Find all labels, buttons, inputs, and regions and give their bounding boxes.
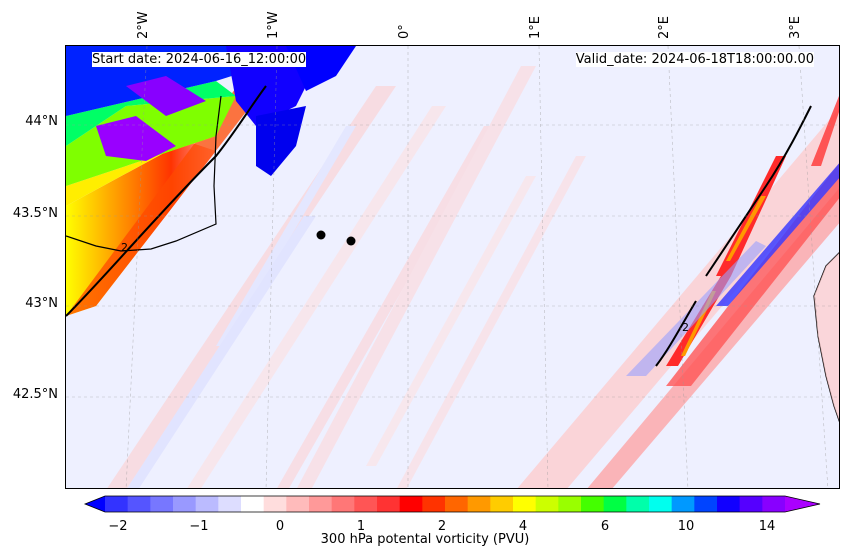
lon-label-1e: 1°E: [528, 16, 543, 39]
colorbar-cell: [626, 496, 650, 512]
colorbar-extend-max: [785, 496, 820, 512]
cbar-tick-14: 14: [758, 519, 776, 534]
colorbar-cell: [218, 496, 242, 512]
lon-label-2e: 2°E: [657, 16, 672, 39]
lat-label-44n: 44°N: [25, 114, 58, 129]
colorbar-cell: [671, 496, 695, 512]
location-marker-2: [346, 236, 356, 246]
lon-label-0: 0°: [397, 24, 412, 39]
colorbar-cell: [581, 496, 605, 512]
colorbar-title: 300 hPa potental vorticity (PVU): [320, 532, 530, 547]
pv-contour-east-2: [655, 300, 697, 367]
colorbar-cell: [490, 496, 514, 512]
colorbar-cell: [739, 496, 763, 512]
colorbar-cell: [399, 496, 423, 512]
colorbar-cell: [354, 496, 378, 512]
pv-band-east: [517, 96, 839, 488]
lat-label-42-5n: 42.5°N: [12, 387, 58, 402]
pv-contour-west: [66, 85, 267, 317]
colorbar-cell: [762, 496, 786, 512]
colorbar-cell: [558, 496, 582, 512]
cbar-tick-6: 6: [600, 519, 610, 534]
colorbar-cell: [150, 496, 174, 512]
pv-contour-east: [705, 105, 812, 277]
cbar-tick-1: 1: [356, 519, 366, 534]
colorbar-cell: [513, 496, 537, 512]
colorbar-cell: [263, 496, 287, 512]
colorbar-cell: [309, 496, 333, 512]
colorbar-cell: [535, 496, 559, 512]
contour-label-west: 2: [121, 241, 128, 254]
coastline-west: [66, 95, 222, 252]
lat-label-43-5n: 43.5°N: [12, 206, 58, 221]
colorbar-cell: [241, 496, 265, 512]
colorbar-cells: [85, 496, 820, 512]
colorbar-cell: [717, 496, 741, 512]
colorbar-cell: [195, 496, 219, 512]
valid-date-label: Valid_date: 2024-06-18T18:00:00.00: [575, 52, 814, 67]
colorbar-cell: [377, 496, 401, 512]
colorbar-cell: [286, 496, 310, 512]
pv-streaks-light: [107, 66, 586, 488]
colorbar-extend-min: [85, 496, 105, 512]
cbar-tick-2: 2: [437, 519, 447, 534]
pv-map: 2 2: [65, 45, 840, 489]
cbar-tick-10: 10: [677, 519, 695, 534]
colorbar-tick-labels: −2 −1 0 1 2 4 6 10 14: [0, 519, 850, 539]
cbar-tick-m1: −1: [189, 519, 209, 534]
colorbar-cell: [173, 496, 197, 512]
lon-label-1w: 1°W: [266, 11, 281, 39]
colorbar-cell: [649, 496, 673, 512]
location-marker-1: [316, 230, 326, 240]
lon-label-2w: 2°W: [136, 11, 151, 39]
colorbar-cell: [105, 496, 129, 512]
colorbar-cell: [127, 496, 151, 512]
cbar-tick-0: 0: [275, 519, 285, 534]
map-canvas: 2 2: [66, 46, 839, 488]
colorbar-cell: [603, 496, 627, 512]
start-date-label: Start date: 2024-06-16_12:00:00: [92, 52, 307, 67]
colorbar-cell: [694, 496, 718, 512]
lat-label-43n: 43°N: [25, 296, 58, 311]
gridlines: [66, 46, 839, 488]
cbar-tick-m2: −2: [108, 519, 128, 534]
colorbar-cell: [331, 496, 355, 512]
colorbar-outline: [83, 495, 821, 513]
lon-label-3e: 3°E: [788, 16, 803, 39]
contour-label-east: 2: [682, 321, 689, 334]
pv-band-west: [66, 46, 356, 316]
cbar-tick-4: 4: [518, 519, 528, 534]
colorbar-cell: [422, 496, 446, 512]
colorbar-cell: [467, 496, 491, 512]
colorbar: [83, 495, 821, 513]
colorbar-cell: [445, 496, 469, 512]
